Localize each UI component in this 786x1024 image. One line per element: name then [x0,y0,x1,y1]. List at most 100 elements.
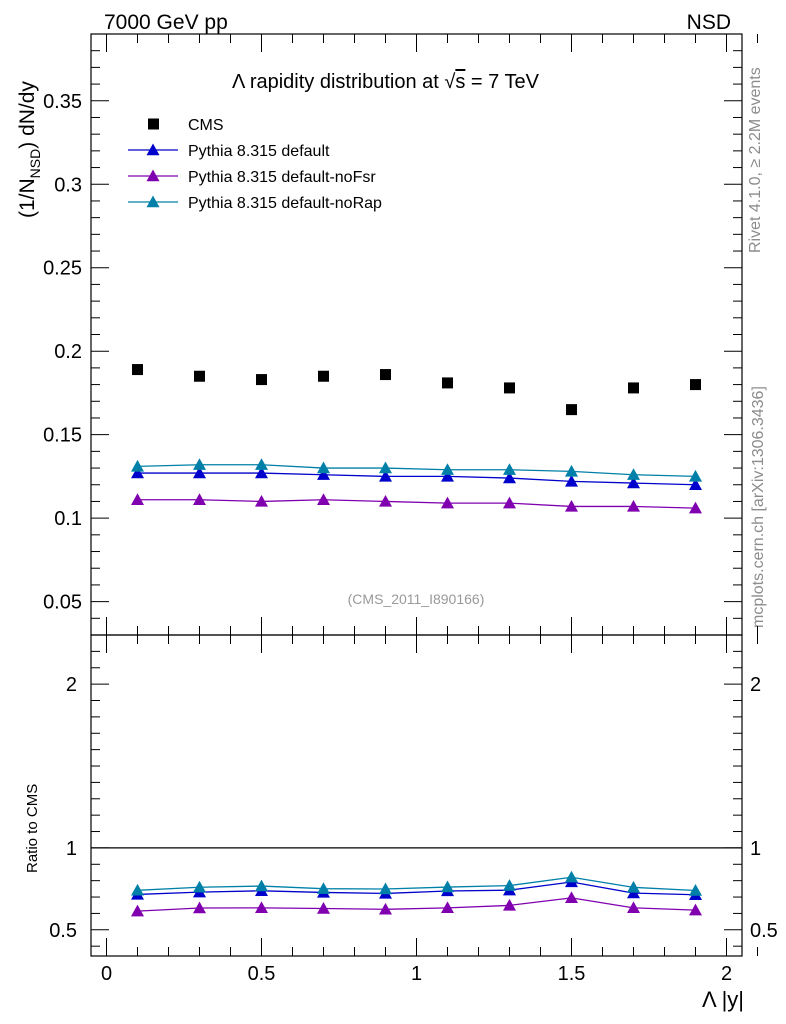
series-point-3 [441,463,454,475]
ratio-point-2 [441,880,454,893]
x-tick-label: 0.5 [248,963,276,985]
series-point-1 [627,476,640,489]
ratio-point-1 [565,891,578,904]
header-left: 7000 GeV pp [104,11,228,34]
series-point-1 [379,469,392,482]
ratio-point-1 [193,901,206,914]
ratio-point-2 [255,879,268,892]
x-tick-label: 1 [411,963,422,985]
series-line-3 [137,464,696,478]
ratio-point-1 [379,902,392,915]
series-point-2 [131,493,144,505]
series-point-2 [255,494,268,507]
rivet-label: Rivet 4.1.0, ≥ 2.2M events [747,67,764,253]
ratio-point-1 [627,901,640,914]
ratio-y-tick-label: 2 [66,674,77,696]
cms-point [194,370,205,382]
ratio-line-0 [137,881,696,896]
axis-ticks: 0.05 0.1 0.15 0.2 0.25 0.3 0.35 0 0.5 1 1.5 2 0.5 0.5… [43,33,778,985]
legend-label: CMS [188,117,224,134]
ratio-point-2 [503,879,516,891]
ratio-point-1 [503,898,516,911]
series-point-3 [317,461,330,474]
series-point-2 [193,493,206,505]
ratio-point-2 [131,883,144,896]
ratio-line-2 [137,876,696,892]
series-line-2 [137,499,696,509]
ratio-y-tick-label: 0.5 [49,920,77,942]
series-point-1 [317,468,330,480]
y-tick-label: 0.35 [43,91,82,113]
cms-point [380,369,391,381]
ratio-y-tick-label-right: 1 [750,838,761,860]
ratio-y-tick-label-right: 0.5 [750,920,778,942]
ratio-point-2 [379,882,392,895]
ratio-point-1 [255,901,268,914]
mcplots-label: mcplots.cern.ch [arXiv:1306.3436] [750,386,767,628]
x-tick-label: 0 [101,963,112,985]
ratio-point-2 [193,880,206,893]
cms-point [442,377,453,389]
series-point-1 [441,469,454,482]
series-line-1 [137,472,696,486]
series-point-2 [317,493,330,505]
ratio-series [131,870,702,917]
ratio-y-tick-label: 1 [66,838,77,860]
y-tick-label: 0.25 [43,258,82,280]
series-point-3 [255,458,268,470]
y-axis-label: (1/NNSD) dN/dy [16,81,43,218]
ratio-axis-label: Ratio to CMS [24,784,41,873]
legend-marker [146,143,160,156]
x-tick-label: 1.5 [558,963,586,985]
series-point-3 [193,458,206,470]
main-series [131,364,702,514]
legend-marker [146,169,160,182]
cms-point [566,404,577,416]
legend: CMS Pythia 8.315 default Pythia 8.315 defa… [128,117,382,212]
series-point-1 [503,471,516,484]
ratio-point-1 [441,901,454,914]
series-point-3 [379,461,392,474]
cms-point [504,382,515,394]
series-point-3 [689,469,702,482]
legend-marker [148,118,159,130]
series-point-2 [565,499,578,512]
ratio-point-1 [131,904,144,917]
series-point-2 [503,496,516,509]
cms-point [256,374,267,386]
series-point-3 [503,463,516,475]
series-point-1 [565,474,578,487]
cms-point [318,370,329,382]
series-point-2 [441,496,454,509]
series-point-2 [627,499,640,512]
legend-marker [146,195,160,208]
series-point-3 [131,459,144,472]
legend-label: Pythia 8.315 default-noRap [188,195,382,212]
ratio-point-2 [689,883,702,896]
y-tick-label: 0.1 [54,508,82,530]
ratio-point-1 [317,902,330,914]
legend-label: Pythia 8.315 default [188,143,330,160]
y-tick-label: 0.05 [43,592,82,614]
analysis-tag: (CMS_2011_I890166) [348,591,485,607]
ratio-point-2 [317,882,330,894]
cms-point [132,364,143,376]
x-tick-label: 2 [721,963,732,985]
series-point-3 [565,464,578,477]
y-tick-label: 0.2 [54,341,82,363]
ratio-point-2 [627,880,640,893]
y-tick-label: 0.3 [54,174,82,196]
series-point-2 [689,501,702,514]
ratio-line-1 [137,897,696,912]
legend-label: Pythia 8.315 default-noFsr [188,169,376,186]
ratio-y-tick-label-right: 2 [750,674,761,696]
series-point-3 [627,468,640,480]
ratio-point-1 [689,903,702,916]
series-point-1 [689,478,702,490]
x-axis-label: Λ |y| [702,987,744,1012]
series-point-1 [193,466,206,479]
cms-point [690,379,701,391]
series-point-1 [131,466,144,479]
y-tick-label: 0.15 [43,425,82,447]
